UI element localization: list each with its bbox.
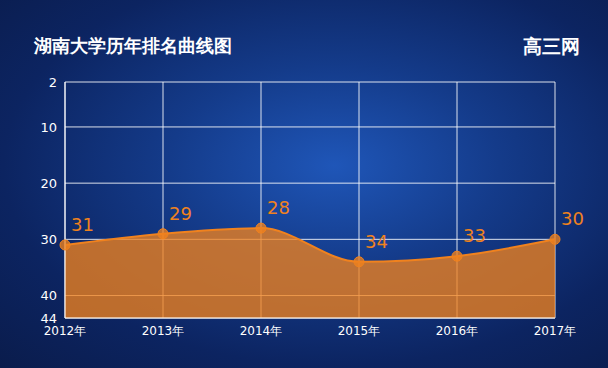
- svg-text:2016年: 2016年: [436, 324, 479, 338]
- html-text:湖南大学历年排名曲线图: 湖南大学历年排名曲线图: [34, 35, 232, 56]
- svg-text:2013年: 2013年: [142, 324, 185, 338]
- svg-text:33: 33: [463, 225, 486, 246]
- svg-text:29: 29: [169, 203, 192, 224]
- svg-text:31: 31: [71, 214, 94, 235]
- html-text:高三网: 高三网: [523, 35, 580, 57]
- svg-text:44: 44: [40, 311, 57, 326]
- svg-text:34: 34: [365, 231, 388, 252]
- svg-text:2017年: 2017年: [534, 324, 577, 338]
- svg-text:2012年: 2012年: [43, 323, 87, 338]
- svg-text:30: 30: [40, 232, 57, 247]
- svg-text:10: 10: [40, 120, 57, 135]
- svg-text:28: 28: [267, 197, 290, 218]
- svg-text:20: 20: [40, 176, 57, 191]
- svg-text:40: 40: [40, 288, 57, 303]
- svg-text:2014年: 2014年: [240, 324, 283, 338]
- svg-text:30: 30: [561, 208, 584, 229]
- svg-text:2015年: 2015年: [338, 324, 381, 338]
- svg-text:2: 2: [49, 75, 57, 90]
